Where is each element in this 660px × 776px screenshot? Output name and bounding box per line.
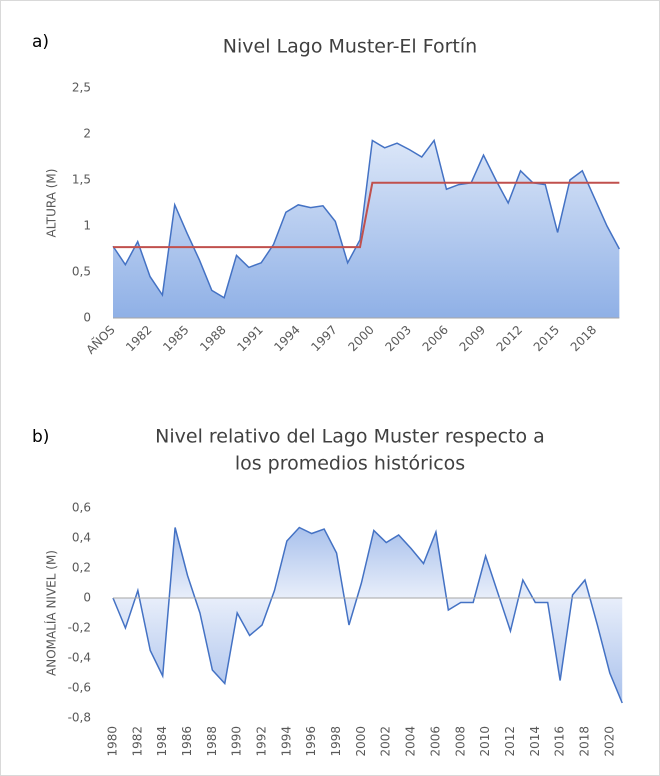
area [113, 140, 620, 318]
y-tick-label: 1,5 [72, 173, 91, 187]
y-tick-label: -0,8 [68, 711, 91, 725]
y-tick-label: 0 [83, 591, 91, 605]
x-tick-label: 2014 [528, 726, 542, 757]
x-tick-label: 1988 [205, 726, 219, 757]
x-tick-label: 1980 [106, 726, 120, 757]
y-tick-label: 2,5 [72, 81, 91, 95]
x-tick-label: 1994 [279, 726, 293, 757]
x-tick-label: 1986 [180, 726, 194, 757]
y-tick-label: -0,4 [68, 651, 91, 665]
x-tick-label: 2002 [379, 726, 393, 757]
x-tick-label: 2016 [553, 726, 567, 757]
x-tick-label: 1998 [329, 726, 343, 757]
panel-label: b) [32, 427, 49, 447]
chart-title: los promedios históricos [235, 453, 465, 475]
y-tick-label: 2 [83, 127, 91, 141]
x-tick-label: 2004 [404, 726, 418, 757]
line [113, 181, 620, 249]
x-tick-label: 2020 [602, 726, 616, 757]
y-axis-label: ANOMALÍA NIVEL (M) [44, 550, 59, 676]
line [112, 526, 623, 704]
y-tick-label: 0,4 [72, 531, 91, 545]
panel-label: a) [32, 32, 49, 52]
x-tick-label: 1992 [255, 726, 269, 757]
x-tick-label: 2018 [577, 726, 591, 757]
x-tick-label: 1996 [304, 726, 318, 757]
x-tick-label: 2010 [478, 726, 492, 757]
x-tick-label: 1984 [155, 726, 169, 757]
y-tick-label: 0,6 [72, 501, 91, 515]
chart-title: Nivel relativo del Lago Muster respecto … [155, 426, 545, 448]
x-tick-label: 2012 [503, 726, 517, 757]
y-tick-label: 0,2 [72, 561, 91, 575]
x-tick-label: 2006 [428, 726, 442, 757]
y-axis-label: ALTURA (M) [45, 169, 59, 238]
y-tick-label: 1 [83, 219, 91, 233]
chart-title: Nivel Lago Muster-El Fortín [223, 36, 477, 58]
y-tick-label: -0,6 [68, 681, 91, 695]
y-tick-label: 0 [83, 311, 91, 325]
area [113, 527, 623, 703]
y-tick-label: 0,5 [72, 265, 91, 279]
y-tick-label: -0,2 [68, 621, 91, 635]
x-tick-label: 2000 [354, 726, 368, 757]
x-tick-label: 1990 [230, 726, 244, 757]
x-tick-label: 1982 [130, 726, 144, 757]
x-tick-label: 2008 [453, 726, 467, 757]
